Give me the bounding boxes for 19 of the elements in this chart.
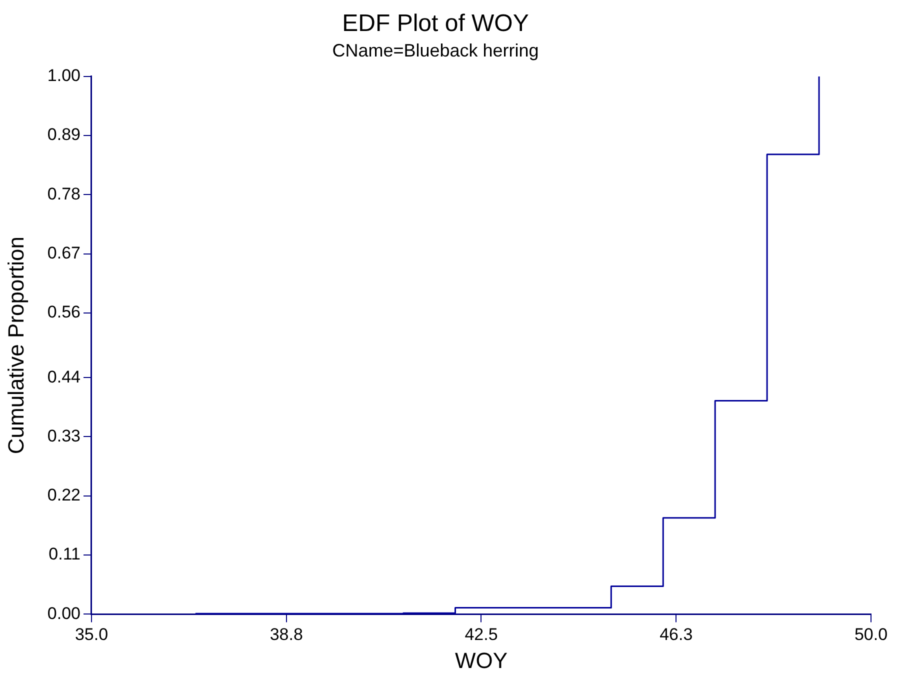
y-tick-label: 0.78: [47, 184, 80, 204]
chart-subtitle: CName=Blueback herring: [332, 40, 539, 61]
y-tick-label: 0.44: [47, 367, 80, 386]
y-tick-label: 0.22: [47, 486, 80, 505]
x-tick-label: 50.0: [854, 625, 888, 644]
y-tick-label: 0.56: [47, 302, 80, 322]
y-tick-label: 0.00: [47, 604, 80, 623]
y-tick-label: 0.33: [47, 426, 80, 446]
y-tick-label: 1.00: [47, 66, 80, 86]
y-axis-title: Cumulative Proportion: [3, 236, 28, 454]
y-tick-label: 0.67: [47, 244, 80, 263]
x-tick-label: 38.8: [270, 625, 303, 644]
x-tick-label: 42.5: [464, 625, 498, 644]
chart-title: EDF Plot of WOY: [342, 10, 529, 38]
y-tick-label: 0.89: [47, 125, 80, 144]
x-tick-label: 35.0: [74, 625, 108, 644]
y-tick-label: 0.11: [48, 544, 80, 564]
x-axis-title: WOY: [454, 648, 508, 673]
x-tick-label: 46.3: [660, 625, 693, 644]
